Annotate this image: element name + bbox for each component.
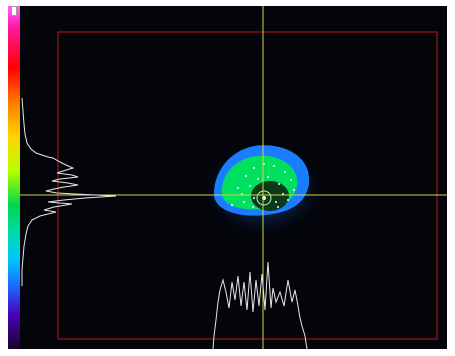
colorbar-marker-icon[interactable] bbox=[11, 6, 17, 16]
horizontal-profile-trace bbox=[212, 261, 308, 349]
beam-dark-core bbox=[251, 181, 289, 211]
overlay-canvas bbox=[20, 6, 447, 349]
beam-center-ring bbox=[256, 190, 272, 206]
color-scale-bar bbox=[8, 6, 20, 349]
camera-viewport[interactable] bbox=[8, 6, 447, 349]
vertical-profile-trace bbox=[21, 97, 117, 286]
beam-speckles bbox=[230, 162, 296, 209]
roi-rectangle[interactable] bbox=[57, 31, 438, 340]
